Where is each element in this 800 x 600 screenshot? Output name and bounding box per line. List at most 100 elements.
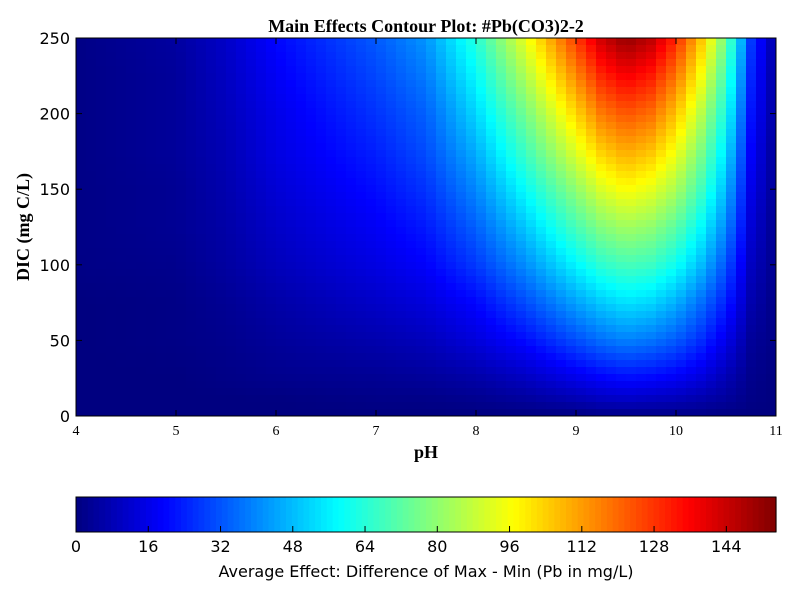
contour-cell: [496, 45, 507, 53]
contour-cell: [636, 80, 647, 88]
contour-cell: [536, 38, 547, 46]
contour-cell: [636, 199, 647, 207]
contour-cell: [596, 199, 607, 207]
contour-cell: [756, 45, 767, 53]
y-tick-label: 150: [39, 180, 70, 199]
contour-cell: [96, 360, 107, 368]
contour-cell: [446, 143, 457, 151]
contour-cell: [596, 269, 607, 277]
contour-cell: [506, 87, 517, 95]
contour-cell: [706, 66, 717, 74]
contour-cell: [456, 87, 467, 95]
contour-cell: [546, 234, 557, 242]
contour-cell: [516, 52, 527, 60]
contour-cell: [76, 269, 87, 277]
contour-cell: [626, 318, 637, 326]
contour-cell: [596, 59, 607, 67]
contour-cell: [696, 143, 707, 151]
contour-cell: [616, 73, 627, 81]
contour-cell: [746, 297, 757, 305]
contour-cell: [76, 304, 87, 312]
contour-cell: [226, 304, 237, 312]
contour-cell: [496, 325, 507, 333]
contour-cell: [566, 227, 577, 235]
contour-cell: [686, 255, 697, 263]
contour-cell: [336, 59, 347, 67]
contour-cell: [206, 248, 217, 256]
contour-cell: [166, 353, 177, 361]
contour-cell: [616, 206, 627, 214]
contour-cell: [676, 402, 687, 410]
contour-cell: [626, 248, 637, 256]
contour-cell: [436, 45, 447, 53]
colorbar-swatch: [420, 497, 427, 532]
contour-cell: [436, 66, 447, 74]
contour-cell: [136, 185, 147, 193]
contour-cell: [496, 388, 507, 396]
contour-cell: [386, 213, 397, 221]
contour-cell: [696, 122, 707, 130]
contour-cell: [426, 402, 437, 410]
contour-cell: [726, 381, 737, 389]
contour-cell: [336, 311, 347, 319]
contour-cell: [516, 192, 527, 200]
contour-cell: [376, 255, 387, 263]
contour-cell: [546, 80, 557, 88]
contour-cell: [566, 171, 577, 179]
contour-cell: [746, 360, 757, 368]
contour-cell: [726, 80, 737, 88]
contour-cell: [646, 395, 657, 403]
contour-cell: [136, 213, 147, 221]
contour-cell: [206, 45, 217, 53]
contour-cell: [486, 402, 497, 410]
contour-cell: [686, 234, 697, 242]
contour-cell: [106, 178, 117, 186]
contour-cell: [666, 297, 677, 305]
contour-cell: [366, 332, 377, 340]
contour-cell: [506, 367, 517, 375]
contour-cell: [756, 332, 767, 340]
contour-cell: [96, 304, 107, 312]
contour-cell: [136, 38, 147, 46]
contour-cell: [736, 269, 747, 277]
contour-cell: [366, 45, 377, 53]
contour-cell: [446, 157, 457, 165]
contour-cell: [716, 339, 727, 347]
contour-cell: [206, 360, 217, 368]
contour-cell: [506, 276, 517, 284]
contour-cell: [346, 402, 357, 410]
contour-cell: [356, 381, 367, 389]
contour-cell: [206, 409, 217, 416]
contour-cell: [716, 122, 727, 130]
contour-cell: [376, 367, 387, 375]
contour-cell: [466, 311, 477, 319]
contour-cell: [416, 255, 427, 263]
contour-cell: [726, 38, 737, 46]
contour-cell: [626, 87, 637, 95]
contour-cell: [296, 269, 307, 277]
contour-cell: [296, 353, 307, 361]
contour-cell: [536, 150, 547, 158]
contour-cell: [186, 213, 197, 221]
contour-cell: [76, 94, 87, 102]
contour-cell: [226, 353, 237, 361]
contour-cell: [256, 87, 267, 95]
contour-cell: [346, 388, 357, 396]
x-tick-label: 11: [769, 424, 782, 439]
contour-cell: [216, 311, 227, 319]
contour-cell: [266, 38, 277, 46]
contour-cell: [96, 38, 107, 46]
contour-cell: [766, 339, 776, 347]
contour-cell: [486, 262, 497, 270]
contour-cell: [496, 129, 507, 137]
contour-cell: [456, 346, 467, 354]
contour-cell: [96, 325, 107, 333]
contour-cell: [426, 143, 437, 151]
contour-cell: [166, 290, 177, 298]
contour-cell: [226, 143, 237, 151]
contour-cell: [596, 339, 607, 347]
contour-cell: [606, 311, 617, 319]
contour-cell: [676, 192, 687, 200]
contour-cell: [366, 87, 377, 95]
contour-cell: [516, 108, 527, 116]
